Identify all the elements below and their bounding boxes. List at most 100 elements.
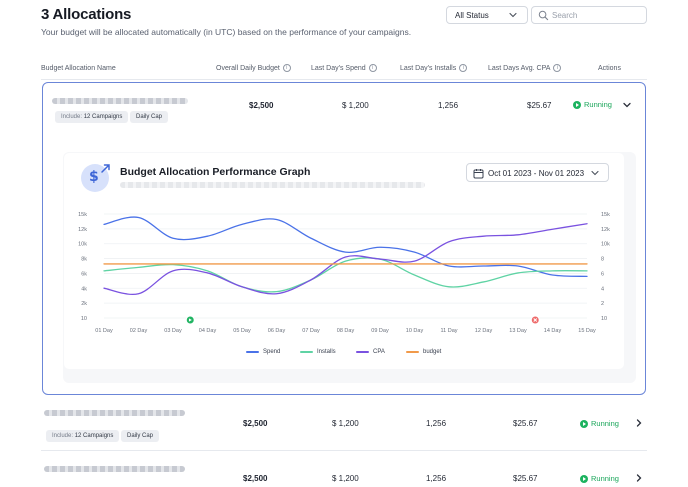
info-icon[interactable]: i: [368, 64, 377, 72]
arrow-up-right-icon: [101, 164, 110, 173]
y-tick-label-right: 10k: [601, 242, 610, 248]
x-tick-label: 09 Day: [371, 328, 389, 334]
daily-cap-tag: Daily Cap: [121, 430, 160, 442]
x-tick-label: 04 Day: [199, 328, 217, 334]
x-tick-label: 07 Day: [302, 328, 320, 334]
y-tick-label-left: 8k: [81, 257, 87, 263]
allocation-name-redacted[interactable]: [44, 410, 185, 416]
legend-item-spend: Spend: [246, 349, 280, 355]
column-header-name[interactable]: Budget Allocation Name: [41, 64, 116, 72]
page-title: 3 Allocations: [41, 6, 132, 23]
overall-budget-value: $2,500: [243, 474, 268, 483]
status-filter-dropdown[interactable]: All Status: [446, 6, 528, 24]
play-icon: [580, 474, 588, 483]
performance-line-chart: 15k 15k 12k 12k 10k 10k 8k 8 6k 6 4k 4 2k 2 10 10 01 Day…: [78, 212, 610, 334]
x-glyph: [533, 318, 538, 322]
x-tick-label: 06 Day: [268, 328, 286, 334]
y-tick-label-right: 6: [601, 271, 604, 277]
last-cpa-value: $25.67: [527, 101, 552, 110]
column-header-last-cpa[interactable]: Last Days Avg. CPA i: [488, 62, 562, 74]
last-installs-value: 1,256: [426, 419, 447, 428]
header-divider: [41, 79, 647, 80]
search-input[interactable]: [552, 9, 642, 22]
y-tick-label-right: 10: [601, 316, 607, 322]
series-line-installs: [103, 257, 588, 293]
y-tick-label-left: 6k: [81, 271, 87, 277]
dollar-growth-icon: $: [81, 164, 110, 192]
status-badge: Running: [573, 100, 612, 109]
series-line-cpa: [103, 223, 588, 296]
status-badge: Running: [580, 419, 619, 428]
overall-budget-value: $2,500: [249, 101, 274, 110]
search-icon: [538, 10, 549, 21]
x-tick-label: 03 Day: [164, 328, 182, 334]
y-tick-label-right: 2: [601, 301, 604, 307]
last-spend-value: $ 1,200: [332, 474, 359, 483]
legend-swatch: [246, 351, 259, 353]
graph-subtitle-redacted: [120, 182, 425, 188]
legend-swatch: [300, 351, 313, 353]
chevron-down-icon: [591, 170, 599, 176]
series-line-spend: [103, 216, 588, 278]
column-header-actions: Actions: [598, 64, 621, 72]
x-tick-label: 02 Day: [130, 328, 148, 334]
legend-swatch: [356, 351, 369, 353]
page-subtitle: Your budget will be allocated automatica…: [41, 27, 412, 37]
include-campaigns-tag: Include: 12 Campaigns: [55, 111, 129, 123]
legend-swatch: [406, 351, 419, 353]
x-tick-label: 12 Day: [475, 328, 493, 334]
y-tick-label-left: 2k: [81, 301, 87, 307]
status-filter-value: All Status: [455, 11, 489, 20]
info-icon[interactable]: i: [459, 64, 468, 72]
allocation-name-redacted[interactable]: [44, 466, 185, 472]
expand-row-chevron-icon[interactable]: [634, 473, 644, 483]
play-icon: [580, 419, 588, 428]
include-campaigns-tag: Include: 12 Campaigns: [46, 430, 120, 442]
y-tick-label-left: 10: [81, 316, 87, 322]
expand-row-chevron-icon[interactable]: [634, 418, 644, 428]
legend-item-installs: Installs: [300, 349, 336, 355]
y-tick-label-right: 15k: [601, 212, 610, 218]
last-spend-value: $ 1,200: [332, 419, 359, 428]
info-icon[interactable]: i: [282, 64, 291, 72]
x-tick-label: 08 Day: [337, 328, 355, 334]
play-icon: [573, 100, 581, 109]
y-tick-label-left: 4k: [81, 286, 87, 292]
legend-item-cpa: CPA: [356, 349, 385, 355]
x-tick-label: 11 Day: [440, 328, 457, 334]
y-tick-label-left: 10k: [78, 242, 87, 248]
x-tick-label: 14 Day: [544, 328, 562, 334]
x-tick-label: 15 Day: [578, 328, 596, 334]
y-tick-label-right: 12k: [601, 227, 610, 233]
graph-title: Budget Allocation Performance Graph: [120, 166, 311, 178]
y-tick-label-right: 4: [601, 286, 604, 292]
last-installs-value: 1,256: [426, 474, 447, 483]
legend-item-budget: budget: [406, 349, 441, 355]
overall-budget-value: $2,500: [243, 419, 268, 428]
last-cpa-value: $25.67: [513, 419, 538, 428]
x-tick-label: 05 Day: [233, 328, 251, 334]
y-tick-label-left: 15k: [78, 212, 87, 218]
last-installs-value: 1,256: [438, 101, 459, 110]
collapse-row-chevron-icon[interactable]: [622, 100, 632, 110]
play-glyph: [188, 318, 192, 322]
date-range-value: Oct 01 2023 - Nov 01 2023: [488, 169, 585, 178]
column-header-last-spend[interactable]: Last Day's Spend i: [311, 62, 377, 74]
allocation-name-redacted[interactable]: [52, 98, 188, 104]
x-tick-label: 10 Day: [406, 328, 424, 334]
calendar-icon: [473, 169, 484, 179]
column-header-last-installs[interactable]: Last Day's Installs i: [400, 62, 468, 74]
last-cpa-value: $25.67: [513, 474, 538, 483]
search-box[interactable]: [531, 6, 647, 24]
status-badge: Running: [580, 474, 619, 483]
daily-cap-tag: Daily Cap: [130, 111, 169, 123]
row-divider: [41, 450, 647, 451]
y-tick-label-right: 8: [601, 257, 604, 263]
chevron-down-icon: [509, 12, 517, 18]
date-range-picker[interactable]: Oct 01 2023 - Nov 01 2023: [466, 163, 609, 182]
column-header-overall-budget[interactable]: Overall Daily Budget i: [216, 62, 291, 74]
last-spend-value: $ 1,200: [342, 101, 369, 110]
page-header: 3 Allocations Your budget will be alloca…: [41, 6, 647, 42]
info-icon[interactable]: i: [553, 64, 562, 72]
x-tick-label: 01 Day: [95, 328, 113, 334]
